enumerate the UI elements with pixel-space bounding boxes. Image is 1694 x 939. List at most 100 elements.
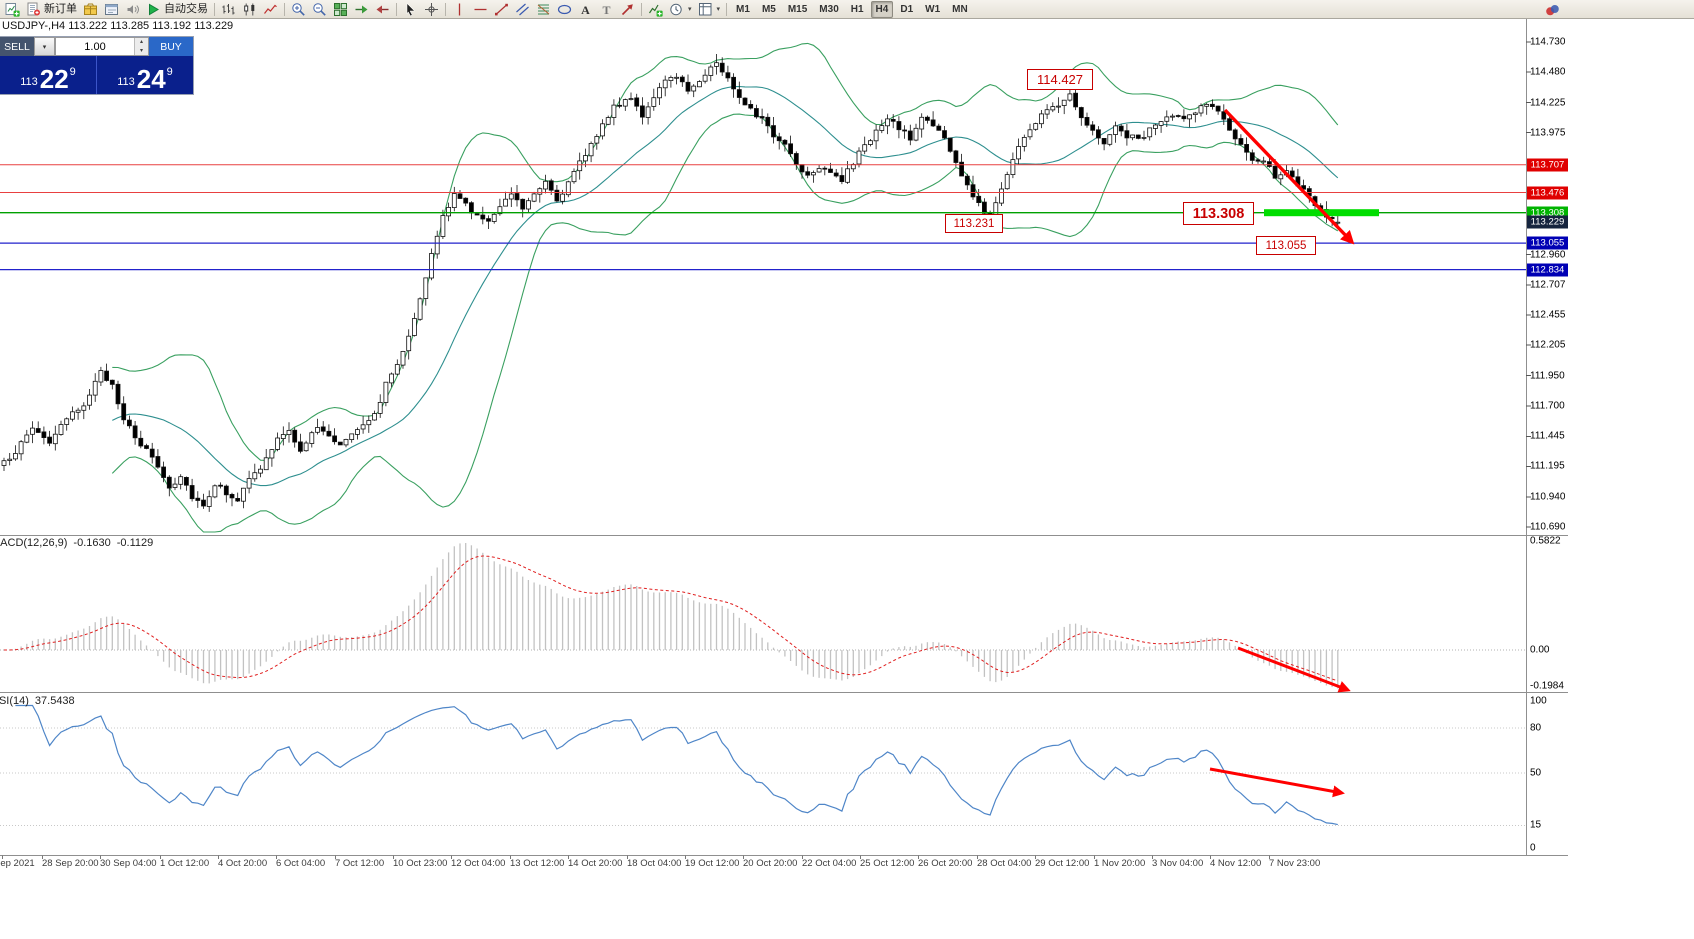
timeframe-d1-button[interactable]: D1 bbox=[900, 3, 914, 15]
price-axis-label: 114.730 bbox=[1530, 36, 1566, 48]
horizontal-line-icon[interactable] bbox=[470, 0, 491, 18]
price-axis-label: 113.975 bbox=[1530, 127, 1566, 139]
volume-spinner: ▴ ▾ bbox=[134, 38, 148, 55]
volume-input[interactable] bbox=[56, 38, 134, 55]
trendline-icon[interactable] bbox=[491, 0, 512, 18]
chevron-down-icon: ▾ bbox=[42, 43, 47, 51]
text-label-icon[interactable]: T bbox=[596, 0, 617, 18]
time-axis-label: 22 Oct 04:00 bbox=[802, 858, 857, 869]
rsi-value: 37.5438 bbox=[34, 695, 75, 707]
package-icon[interactable] bbox=[80, 0, 101, 18]
current-price-tag: 113.229 bbox=[1527, 215, 1568, 229]
toolbar: 新订单 自动交易 A T ▾ ▾ M1 M5 M15 M30 H1 H4 D1 W1 MN bbox=[0, 0, 1694, 19]
timeframe-m1-button[interactable]: M1 bbox=[736, 3, 750, 15]
price-axis-label: 114.480 bbox=[1530, 66, 1566, 78]
price-axis-label: 112.707 bbox=[1530, 279, 1566, 291]
rsi-axis-label: 100 bbox=[1530, 695, 1547, 707]
bid-price-panel[interactable]: 113 22 9 bbox=[0, 56, 96, 94]
time-axis-label: 7 Oct 12:00 bbox=[335, 858, 385, 869]
support-price-tag: 113.055 bbox=[1527, 236, 1568, 250]
candlestick-chart-icon[interactable] bbox=[239, 0, 260, 18]
time-axis-label: 28 Sep 20:00 bbox=[42, 858, 99, 869]
tile-windows-icon[interactable] bbox=[330, 0, 351, 18]
periods-icon[interactable]: ▾ bbox=[666, 0, 695, 18]
toolbar-separator bbox=[396, 2, 397, 16]
cursor-icon[interactable] bbox=[400, 0, 421, 18]
timeframe-h4-button[interactable]: H4 bbox=[870, 0, 894, 18]
profiles-icon[interactable] bbox=[101, 0, 122, 18]
timeframe-m5-button[interactable]: M5 bbox=[761, 3, 776, 15]
volume-decrease-button[interactable]: ▾ bbox=[135, 46, 148, 55]
toolbar-separator bbox=[284, 2, 285, 16]
rsi-axis-label: 50 bbox=[1530, 767, 1542, 779]
support-price-tag: 112.834 bbox=[1527, 263, 1568, 277]
price-axis-label: 111.445 bbox=[1530, 430, 1565, 442]
buy-button[interactable]: BUY bbox=[149, 37, 193, 56]
macd-signal-line bbox=[4, 555, 1338, 682]
templates-icon[interactable]: ▾ bbox=[695, 0, 724, 18]
ask-prefix: 113 bbox=[117, 76, 135, 88]
rsi-line bbox=[15, 704, 1338, 826]
time-axis-label: 19 Oct 12:00 bbox=[685, 858, 740, 869]
timeframe-mn-button[interactable]: MN bbox=[952, 3, 968, 15]
price-axis-label: 110.690 bbox=[1530, 521, 1566, 533]
ask-price-panel[interactable]: 113 24 9 bbox=[96, 56, 193, 94]
fibonacci-icon[interactable] bbox=[533, 0, 554, 18]
price-annotation[interactable]: 113.055 bbox=[1256, 236, 1316, 255]
macd-axis-label: 0.00 bbox=[1530, 644, 1550, 656]
new-order-button[interactable]: 新订单 bbox=[23, 0, 80, 18]
toolbar-separator bbox=[641, 2, 642, 16]
timeframe-w1-button[interactable]: W1 bbox=[925, 3, 941, 15]
text-icon[interactable]: A bbox=[575, 0, 596, 18]
timeframe-m30-button[interactable]: M30 bbox=[819, 3, 839, 15]
bid-pip-digit: 9 bbox=[69, 66, 76, 78]
sell-button[interactable]: SELL bbox=[0, 37, 34, 56]
volume-increase-button[interactable]: ▴ bbox=[135, 38, 148, 47]
timeframe-m15-button[interactable]: M15 bbox=[787, 3, 808, 15]
indicators-icon[interactable] bbox=[645, 0, 666, 18]
vertical-line-icon[interactable] bbox=[449, 0, 470, 18]
price-annotation[interactable]: 113.231 bbox=[945, 214, 1003, 233]
crosshair-icon[interactable] bbox=[421, 0, 442, 18]
chart-symbol-ohlc-line: USDJPY-,H4 113.222 113.285 113.192 113.2… bbox=[2, 20, 234, 32]
equidistant-channel-icon[interactable] bbox=[512, 0, 533, 18]
chart-shift-icon[interactable] bbox=[372, 0, 393, 18]
time-axis-label: 12 Oct 04:00 bbox=[451, 858, 506, 869]
arrows-icon[interactable] bbox=[617, 0, 638, 18]
new-chart-icon[interactable] bbox=[2, 0, 23, 18]
rsi-axis-label: 15 bbox=[1530, 819, 1542, 831]
zoom-out-icon[interactable] bbox=[309, 0, 330, 18]
auto-scroll-icon[interactable] bbox=[351, 0, 372, 18]
price-annotation[interactable]: 114.427 bbox=[1027, 69, 1093, 90]
ask-pip-digit: 9 bbox=[166, 66, 173, 78]
zoom-in-icon[interactable] bbox=[288, 0, 309, 18]
price-axis-label: 114.225 bbox=[1530, 97, 1566, 109]
rsi-axis-label: 0 bbox=[1530, 842, 1536, 854]
time-axis-label: 13 Oct 12:00 bbox=[510, 858, 565, 869]
time-axis-label: 25 Oct 12:00 bbox=[860, 858, 915, 869]
price-annotation[interactable]: 113.308 bbox=[1183, 202, 1254, 225]
time-axis-label: 18 Oct 04:00 bbox=[627, 858, 682, 869]
time-axis-label: 7 Nov 23:00 bbox=[1269, 858, 1321, 869]
news-icon[interactable] bbox=[1542, 1, 1563, 19]
macd-indicator-label: MACD(12,26,9) -0.1630 -0.1129 bbox=[0, 537, 153, 549]
pane-borders bbox=[0, 18, 1568, 859]
trend-arrows bbox=[1209, 108, 1355, 798]
timeframe-h1-button[interactable]: H1 bbox=[850, 3, 864, 15]
time-axis-label: Sep 2021 bbox=[0, 858, 35, 869]
time-axis-label: 28 Oct 04:00 bbox=[977, 858, 1032, 869]
svg-text:A: A bbox=[581, 3, 590, 17]
rsi-indicator-label: RSI(14) 37.5438 bbox=[0, 695, 75, 707]
time-axis-label: 30 Sep 04:00 bbox=[100, 858, 157, 869]
bar-chart-icon[interactable] bbox=[218, 0, 239, 18]
ellipse-icon[interactable] bbox=[554, 0, 575, 18]
sound-icon[interactable] bbox=[122, 0, 143, 18]
downtrend-arrow-price bbox=[1223, 108, 1355, 245]
time-axis-label: 1 Oct 12:00 bbox=[160, 858, 210, 869]
autotrading-button[interactable]: 自动交易 bbox=[143, 0, 211, 18]
line-chart-icon[interactable] bbox=[260, 0, 281, 18]
volume-preset-dropdown[interactable]: ▾ bbox=[34, 37, 55, 56]
